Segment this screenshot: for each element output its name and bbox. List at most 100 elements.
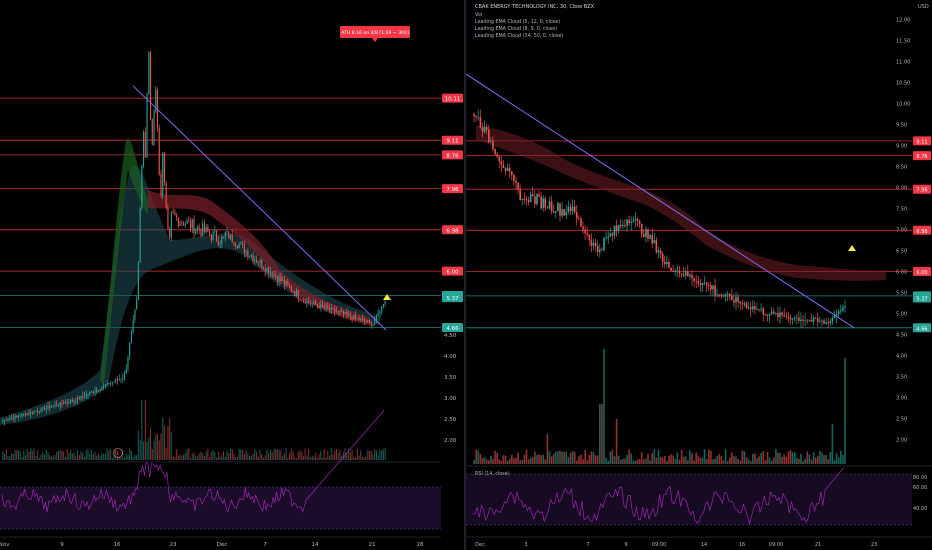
candle[interactable] (653, 240, 656, 244)
candle[interactable] (670, 267, 672, 271)
candle[interactable] (188, 220, 190, 222)
candle[interactable] (693, 278, 695, 282)
candle[interactable] (334, 308, 336, 312)
candle[interactable] (590, 240, 593, 246)
candle[interactable] (779, 312, 781, 318)
candle[interactable] (695, 281, 697, 282)
candle[interactable] (689, 274, 691, 277)
candle[interactable] (630, 221, 633, 223)
candle[interactable] (82, 396, 84, 397)
candle[interactable] (479, 117, 482, 128)
indicator-legend-item[interactable]: Vol (475, 12, 482, 18)
candle[interactable] (56, 405, 58, 406)
candle[interactable] (504, 168, 507, 171)
candle[interactable] (311, 303, 313, 305)
candle[interactable] (356, 318, 358, 319)
candle[interactable] (250, 255, 252, 257)
candle[interactable] (804, 320, 806, 322)
candle[interactable] (640, 223, 643, 234)
candle[interactable] (488, 129, 490, 142)
candle[interactable] (708, 285, 710, 286)
candle[interactable] (737, 297, 739, 302)
candle[interactable] (165, 182, 167, 208)
candle[interactable] (382, 304, 384, 307)
candle[interactable] (236, 245, 238, 248)
candle[interactable] (179, 222, 181, 226)
candle[interactable] (200, 229, 202, 236)
candle[interactable] (714, 285, 716, 296)
candle[interactable] (19, 416, 21, 417)
candle[interactable] (84, 396, 86, 398)
candle[interactable] (73, 401, 75, 403)
candle[interactable] (191, 218, 193, 229)
candle[interactable] (367, 320, 369, 322)
candle[interactable] (21, 414, 23, 417)
candle[interactable] (634, 218, 637, 221)
candle[interactable] (14, 416, 16, 419)
candle[interactable] (313, 302, 315, 304)
candle[interactable] (508, 167, 511, 172)
candle[interactable] (299, 298, 301, 301)
candle[interactable] (377, 313, 379, 316)
candle[interactable] (99, 389, 101, 391)
candle[interactable] (762, 308, 765, 315)
trendline[interactable] (466, 73, 855, 329)
candle[interactable] (793, 317, 796, 319)
candle[interactable] (819, 321, 821, 323)
candle[interactable] (561, 209, 563, 216)
candle[interactable] (638, 220, 641, 224)
indicator-legend-item[interactable]: Leading EMA Cloud (8, 9, 0, close) (475, 26, 557, 32)
candle[interactable] (823, 320, 825, 324)
candle[interactable] (592, 242, 595, 246)
candle[interactable] (812, 317, 815, 322)
candle[interactable] (576, 212, 578, 219)
candle[interactable] (584, 229, 586, 234)
candle[interactable] (655, 240, 658, 253)
candle[interactable] (129, 342, 131, 358)
candle[interactable] (789, 317, 792, 320)
candle[interactable] (110, 383, 112, 385)
candle[interactable] (268, 267, 270, 274)
candle[interactable] (643, 233, 645, 237)
candle[interactable] (4, 419, 6, 421)
candle[interactable] (699, 283, 702, 286)
candle[interactable] (605, 237, 607, 239)
candle[interactable] (68, 402, 70, 403)
candle[interactable] (668, 262, 670, 268)
candle[interactable] (594, 242, 597, 246)
candle[interactable] (559, 203, 561, 216)
candle[interactable] (833, 315, 836, 318)
candle[interactable] (550, 201, 553, 212)
candle[interactable] (37, 411, 39, 412)
candle[interactable] (496, 154, 498, 157)
candle[interactable] (613, 225, 616, 236)
candle[interactable] (492, 141, 494, 150)
candle[interactable] (323, 306, 325, 308)
candle[interactable] (844, 306, 846, 308)
rsi-line[interactable] (1, 409, 385, 514)
candle[interactable] (835, 314, 838, 316)
candle[interactable] (718, 294, 721, 296)
candle[interactable] (190, 220, 192, 229)
candle[interactable] (113, 381, 115, 383)
candle[interactable] (659, 250, 662, 255)
candle[interactable] (632, 220, 635, 222)
candle[interactable] (254, 259, 256, 261)
candle[interactable] (500, 160, 503, 165)
candle[interactable] (355, 315, 357, 318)
candle[interactable] (125, 368, 127, 375)
candle[interactable] (368, 320, 370, 322)
candle[interactable] (743, 303, 746, 305)
candle[interactable] (132, 319, 134, 332)
candle[interactable] (146, 94, 148, 158)
candle[interactable] (842, 307, 844, 311)
candle[interactable] (280, 276, 282, 281)
indicator-legend-item[interactable]: Leading EMA Cloud (5, 12, 0, close) (475, 19, 560, 25)
candle[interactable] (210, 234, 212, 241)
candle[interactable] (365, 321, 367, 323)
candle[interactable] (346, 312, 348, 315)
candle[interactable] (203, 223, 205, 233)
candle[interactable] (30, 412, 32, 414)
candle[interactable] (49, 406, 51, 408)
candle[interactable] (827, 322, 829, 324)
